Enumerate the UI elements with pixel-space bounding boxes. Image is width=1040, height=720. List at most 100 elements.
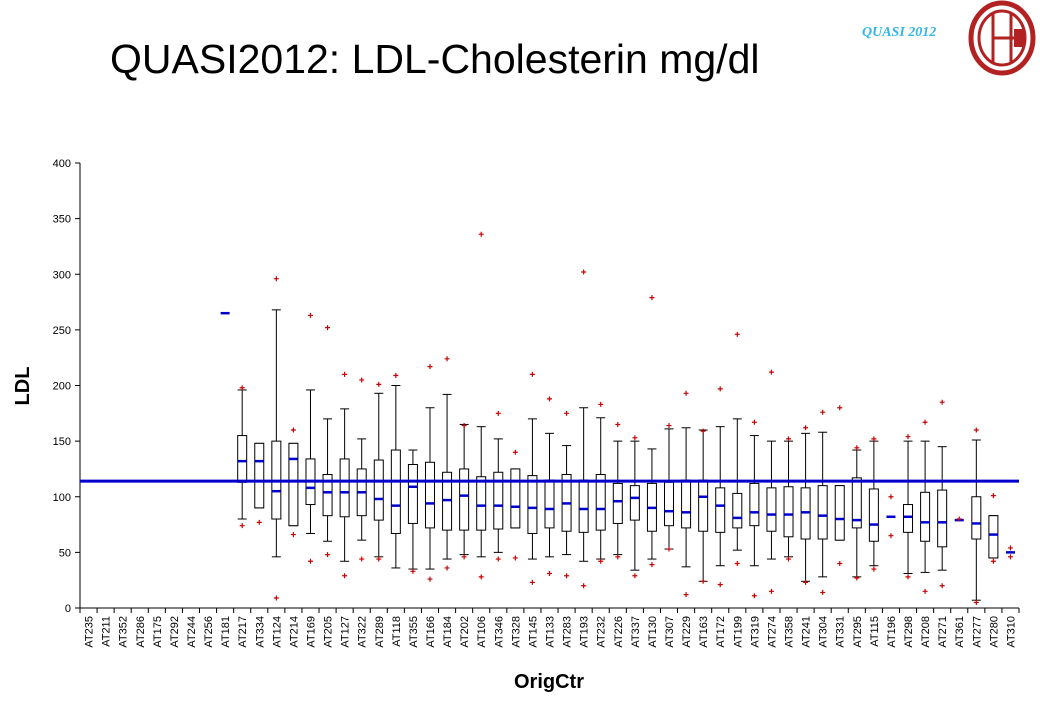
box-iqr: [732, 492, 743, 529]
x-tick-label: AT124: [271, 616, 283, 648]
outlier-point: [632, 573, 638, 579]
x-tick-label: AT244: [186, 616, 198, 648]
x-tick-label: AT196: [886, 616, 898, 648]
box-iqr: [339, 458, 350, 518]
x-tick-label: AT286: [135, 616, 147, 648]
x-tick-label: AT352: [118, 616, 130, 648]
x-tick-label: AT310: [1005, 616, 1017, 648]
x-tick-label: AT211: [101, 616, 113, 647]
x-tick-label: AT133: [545, 616, 557, 648]
x-tick-label: AT307: [664, 616, 676, 648]
x-tick-label: AT298: [903, 616, 915, 648]
outlier-point: [734, 561, 740, 566]
y-tick-label: 100: [53, 492, 71, 504]
outlier-point: [837, 561, 843, 566]
x-tick-label: AT292: [169, 616, 181, 648]
outlier-point: [427, 364, 433, 370]
x-tick-label: AT274: [766, 616, 778, 648]
outlier-point: [717, 386, 723, 392]
x-tick-label: AT235: [84, 616, 96, 648]
x-tick-label: AT115: [869, 616, 881, 647]
box-iqr: [749, 482, 760, 527]
x-tick-label: AT241: [801, 616, 813, 648]
x-tick-label: AT304: [818, 616, 830, 648]
outlier-point: [393, 372, 399, 378]
outlier-point: [598, 401, 604, 407]
outlier-point: [547, 571, 552, 577]
outlier-point: [837, 405, 843, 411]
box-iqr: [612, 482, 623, 524]
x-tick-label: AT280: [988, 616, 1000, 648]
outlier-point: [615, 421, 621, 427]
brand-text: QUASI 2012: [862, 25, 937, 40]
outlier-point: [683, 390, 689, 396]
outlier-point: [632, 435, 638, 441]
outlier-point: [871, 566, 877, 572]
y-tick-label: 0: [65, 603, 71, 615]
box-iqr: [681, 479, 692, 529]
x-tick-label: AT175: [152, 616, 164, 648]
x-tick-label: AT217: [237, 616, 249, 648]
outlier-point: [803, 425, 809, 431]
outlier-point: [717, 582, 723, 588]
y-tick-label: 150: [53, 436, 71, 448]
x-tick-label: AT127: [340, 616, 352, 648]
outlier-point: [239, 523, 245, 529]
box-iqr: [698, 479, 709, 532]
box-iqr: [971, 496, 982, 540]
box-iqr: [476, 476, 487, 531]
outlier-point: [444, 565, 450, 571]
outlier-point: [427, 576, 433, 582]
box-iqr: [493, 471, 504, 530]
box-iqr: [578, 479, 589, 533]
x-tick-label: AT271: [937, 616, 949, 648]
outlier-point: [478, 231, 484, 237]
x-tick-label: AT205: [323, 616, 335, 648]
outlier-point: [939, 399, 945, 405]
outlier-point: [376, 381, 382, 387]
x-tick-label: AT277: [971, 616, 983, 648]
outlier-point: [461, 423, 467, 429]
outlier-point: [751, 593, 757, 599]
x-tick-label: AT355: [408, 616, 420, 648]
outlier-point: [342, 573, 348, 579]
box-iqr: [407, 463, 418, 524]
y-tick-label: 50: [59, 547, 71, 559]
x-tick-label: AT229: [681, 616, 693, 648]
box-iqr: [322, 474, 333, 517]
outlier-point: [273, 595, 279, 601]
outlier-point: [495, 556, 501, 562]
box-iqr: [237, 435, 248, 483]
outlier-point: [564, 410, 570, 416]
outlier-point: [768, 369, 774, 375]
box-iqr: [510, 468, 521, 529]
x-tick-label: AT202: [459, 616, 471, 648]
quasi-logo-icon: [968, 0, 1036, 76]
box-iqr: [851, 477, 862, 529]
x-tick-label: AT331: [835, 616, 847, 648]
x-tick-label: AT214: [288, 616, 300, 648]
outlier-point: [734, 331, 740, 337]
outlier-point: [700, 428, 706, 434]
outlier-point: [273, 276, 279, 282]
outlier-point: [700, 578, 706, 584]
outlier-point: [307, 312, 313, 318]
x-tick-label: AT289: [374, 616, 386, 648]
box-iqr: [783, 486, 794, 538]
box-iqr: [988, 515, 999, 559]
outlier-point: [564, 573, 570, 579]
x-tick-label: AT118: [391, 616, 403, 647]
outlier-point: [1007, 554, 1013, 560]
outlier-point: [922, 588, 928, 594]
outlier-point: [786, 436, 792, 442]
outlier-point: [359, 556, 365, 562]
x-tick-label: AT295: [852, 616, 864, 648]
box-iqr: [254, 442, 265, 509]
outlier-point: [905, 434, 911, 440]
outlier-point: [990, 558, 996, 564]
outlier-point: [786, 556, 792, 562]
x-tick-label: AT328: [510, 616, 522, 648]
outlier-point: [666, 546, 672, 552]
box-iqr: [937, 489, 948, 548]
